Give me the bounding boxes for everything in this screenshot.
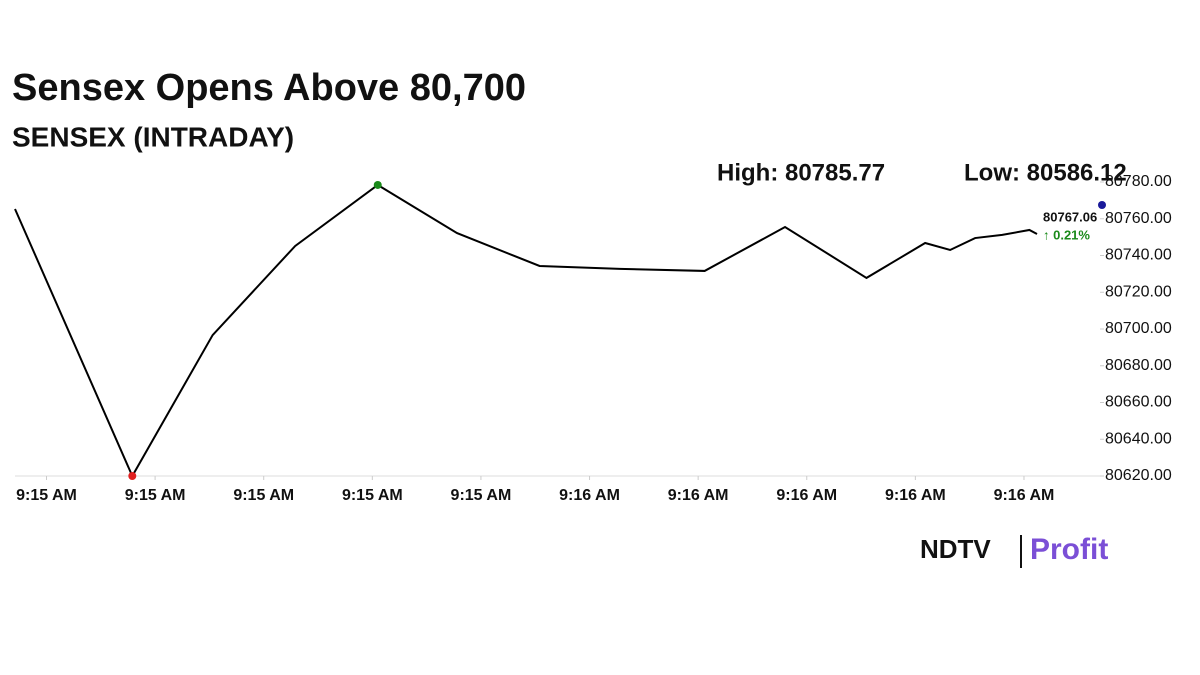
x-tick-label: 9:15 AM	[16, 487, 77, 504]
y-tick-label: 80620.00	[1105, 467, 1172, 484]
y-tick-label: 80660.00	[1105, 394, 1172, 411]
high-marker	[373, 180, 382, 189]
change-label: ↑ 0.21%	[1043, 227, 1090, 242]
y-tick-label: 80720.00	[1105, 283, 1172, 300]
y-tick-label: 80760.00	[1105, 210, 1172, 227]
brand-profit: Profit	[1030, 533, 1108, 566]
chart-title: Sensex Opens Above 80,700	[12, 67, 526, 109]
brand-ndtv: NDTV	[920, 534, 991, 564]
x-tick-label: 9:16 AM	[994, 487, 1055, 504]
x-tick-label: 9:16 AM	[885, 487, 946, 504]
low-marker	[128, 472, 137, 480]
x-tick-label: 9:15 AM	[451, 487, 512, 504]
y-tick-label: 80640.00	[1105, 430, 1172, 447]
x-tick-label: 9:16 AM	[559, 487, 620, 504]
x-tick-label: 9:16 AM	[776, 487, 837, 504]
x-tick-label: 9:15 AM	[233, 487, 294, 504]
chart-subtitle: SENSEX (INTRADAY)	[12, 121, 294, 152]
low-label: Low: 80586.12	[964, 159, 1127, 186]
y-tick-label: 80700.00	[1105, 320, 1172, 337]
high-label: High: 80785.77	[717, 159, 885, 186]
series-line	[14, 183, 1038, 479]
y-tick-label: 80740.00	[1105, 247, 1172, 264]
x-tick-label: 9:16 AM	[668, 487, 729, 504]
y-tick-label: 80680.00	[1105, 357, 1172, 374]
x-tick-label: 9:15 AM	[125, 487, 186, 504]
last-indicator	[1098, 201, 1106, 209]
x-tick-label: 9:15 AM	[342, 487, 403, 504]
last-value-label: 80767.06	[1043, 209, 1097, 224]
y-tick-label: 80780.00	[1105, 173, 1172, 190]
